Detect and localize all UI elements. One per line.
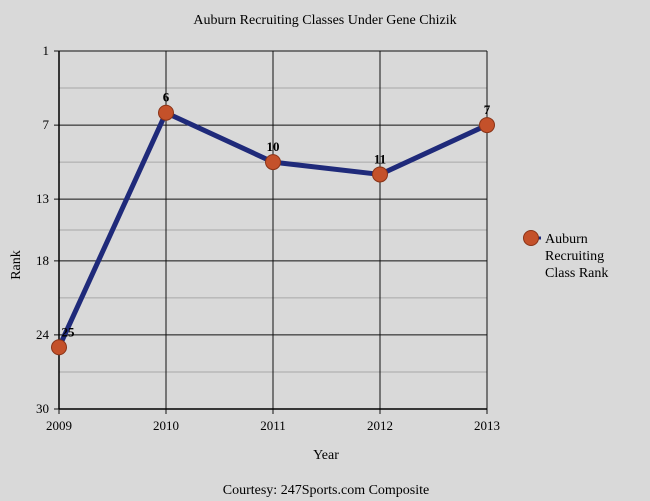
y-tick-label-4: 24 <box>36 327 50 342</box>
series-group <box>51 104 495 356</box>
legend-label-line-2: Class Rank <box>545 266 608 281</box>
x-tick-label-2: 2011 <box>260 418 286 433</box>
x-tick-label-3: 2012 <box>367 418 393 433</box>
x-tick-labels: 2009 2010 2011 2012 2013 <box>46 418 500 433</box>
legend-label-line-0: Auburn <box>545 232 588 247</box>
y-tick-label-0: 1 <box>43 43 50 58</box>
data-point-2011 <box>265 154 281 171</box>
data-point-2012 <box>372 166 388 183</box>
chart-footer: Courtesy: 247Sports.com Composite <box>223 483 430 498</box>
data-labels: 25 6 10 11 7 <box>62 90 491 340</box>
data-point-2010 <box>158 104 174 121</box>
y-tick-label-1: 7 <box>43 117 50 132</box>
data-label-2012: 11 <box>374 151 386 166</box>
y-axis-title: Rank <box>9 250 24 280</box>
y-tick-label-3: 18 <box>36 253 49 268</box>
grid <box>54 50 488 414</box>
x-tick-label-1: 2010 <box>153 418 179 433</box>
data-point-2013 <box>479 117 495 134</box>
data-label-2010: 6 <box>163 90 170 105</box>
data-label-2009: 25 <box>62 324 76 339</box>
data-label-2011: 10 <box>267 139 280 154</box>
legend: Auburn Recruiting Class Rank <box>523 230 608 281</box>
y-tick-label-5: 30 <box>36 401 49 416</box>
data-label-2013: 7 <box>484 102 491 117</box>
legend-label-line-1: Recruiting <box>545 249 604 264</box>
x-tick-label-0: 2009 <box>46 418 72 433</box>
x-axis-title: Year <box>313 448 339 463</box>
data-point-2009 <box>51 339 67 356</box>
y-tick-label-2: 13 <box>36 191 49 206</box>
y-tick-labels: 1 7 13 18 24 30 <box>36 43 50 416</box>
chart-title: Auburn Recruiting Classes Under Gene Chi… <box>193 13 456 28</box>
x-tick-label-4: 2013 <box>474 418 500 433</box>
legend-marker <box>523 230 539 246</box>
